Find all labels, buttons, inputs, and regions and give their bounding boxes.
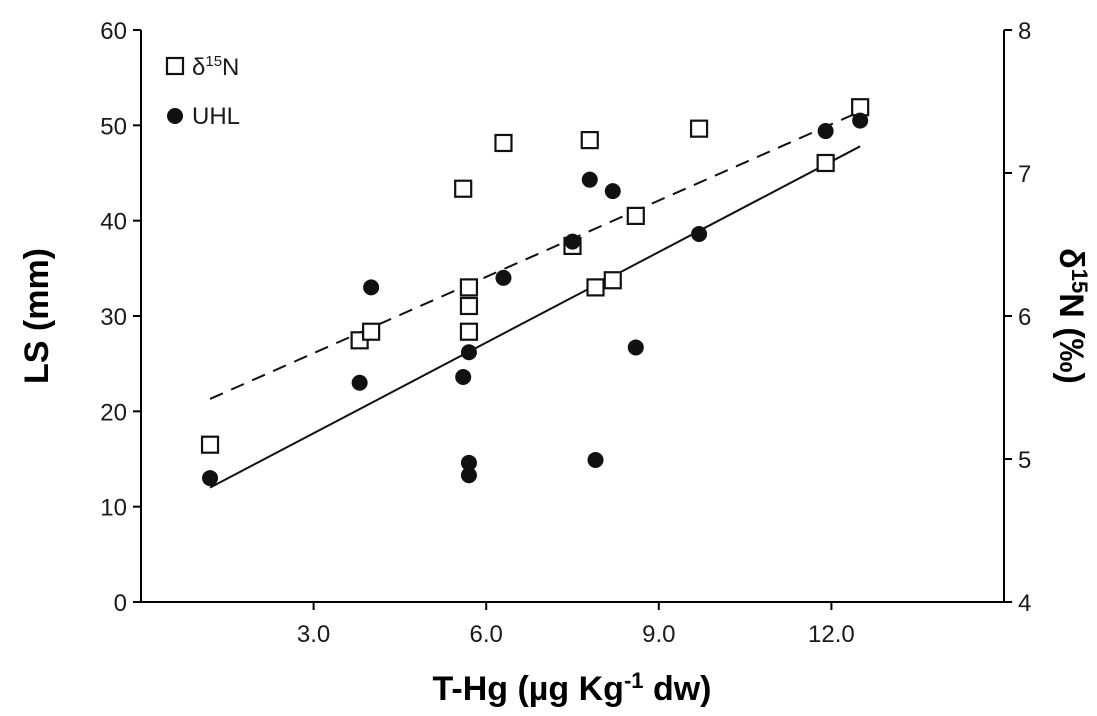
data-point-d15n bbox=[816, 153, 835, 173]
left-y-axis-title: LS (mm) bbox=[18, 248, 56, 384]
legend-square-marker bbox=[165, 56, 185, 76]
left-y-tick-label: 0 bbox=[114, 590, 127, 617]
data-point-uhl bbox=[587, 451, 604, 468]
left-y-tick-label: 10 bbox=[100, 495, 127, 522]
left-y-tick-label: 60 bbox=[100, 18, 127, 45]
fit-lines bbox=[209, 110, 861, 489]
data-point-uhl bbox=[202, 470, 219, 487]
data-point-uhl bbox=[581, 171, 598, 188]
data-marks bbox=[200, 98, 870, 487]
left-y-tick-label: 40 bbox=[100, 209, 127, 236]
data-point-d15n bbox=[459, 278, 479, 297]
legend-dot-marker bbox=[167, 108, 183, 124]
data-point-uhl bbox=[460, 454, 477, 471]
data-point-uhl bbox=[363, 279, 380, 296]
legend: δ15N UHL bbox=[165, 53, 240, 130]
x-tick-label: 9.0 bbox=[642, 621, 675, 648]
data-point-uhl bbox=[627, 339, 644, 356]
data-point-d15n bbox=[494, 133, 513, 153]
data-point-uhl bbox=[351, 374, 368, 391]
x-tick-label: 12.0 bbox=[808, 621, 855, 648]
data-point-d15n bbox=[200, 435, 220, 454]
x-tick-label: 6.0 bbox=[470, 621, 503, 648]
right-y-tick-label: 5 bbox=[1018, 447, 1031, 474]
right-y-axis-title: δ15N (‰) bbox=[1052, 248, 1092, 384]
fit-line-d15n bbox=[209, 110, 861, 400]
data-point-d15n bbox=[454, 179, 473, 198]
data-point-uhl bbox=[691, 226, 708, 243]
fit-line-uhl bbox=[209, 145, 861, 489]
data-point-uhl bbox=[460, 344, 477, 361]
data-point-uhl bbox=[455, 369, 472, 386]
right-y-tick-label: 8 bbox=[1018, 18, 1031, 45]
plot-frame bbox=[140, 30, 1005, 603]
data-point-d15n bbox=[689, 119, 709, 138]
data-point-d15n bbox=[362, 322, 381, 341]
left-y-tick-label: 50 bbox=[100, 113, 127, 140]
right-y-tick-label: 7 bbox=[1018, 161, 1031, 188]
x-tick-label: 3.0 bbox=[297, 621, 330, 648]
legend-label-uhl: UHL bbox=[192, 103, 240, 130]
data-point-d15n bbox=[459, 322, 479, 341]
data-point-uhl bbox=[604, 183, 621, 200]
left-y-tick-label: 30 bbox=[100, 304, 127, 331]
data-point-d15n bbox=[603, 271, 622, 290]
right-y-tick-label: 6 bbox=[1018, 304, 1031, 331]
data-point-uhl bbox=[817, 123, 834, 140]
data-point-d15n bbox=[580, 131, 599, 150]
legend-label-d15n: δ15N bbox=[192, 53, 239, 81]
data-point-uhl bbox=[564, 233, 581, 250]
right-y-tick-label: 4 bbox=[1018, 590, 1031, 617]
data-point-d15n bbox=[626, 206, 645, 225]
data-point-uhl bbox=[495, 269, 512, 286]
data-point-d15n bbox=[459, 296, 479, 316]
x-axis-title: T-Hg (µg Kg-1 dw) bbox=[433, 668, 712, 708]
data-point-d15n bbox=[586, 278, 605, 297]
axis-ticks: 3.0 6.0 9.0 12.0 0 10 20 30 40 50 60 4 5 6 7 8 bbox=[100, 18, 1031, 648]
left-y-tick-label: 20 bbox=[100, 399, 127, 426]
data-point-uhl bbox=[460, 467, 477, 484]
data-point-uhl bbox=[852, 112, 869, 129]
